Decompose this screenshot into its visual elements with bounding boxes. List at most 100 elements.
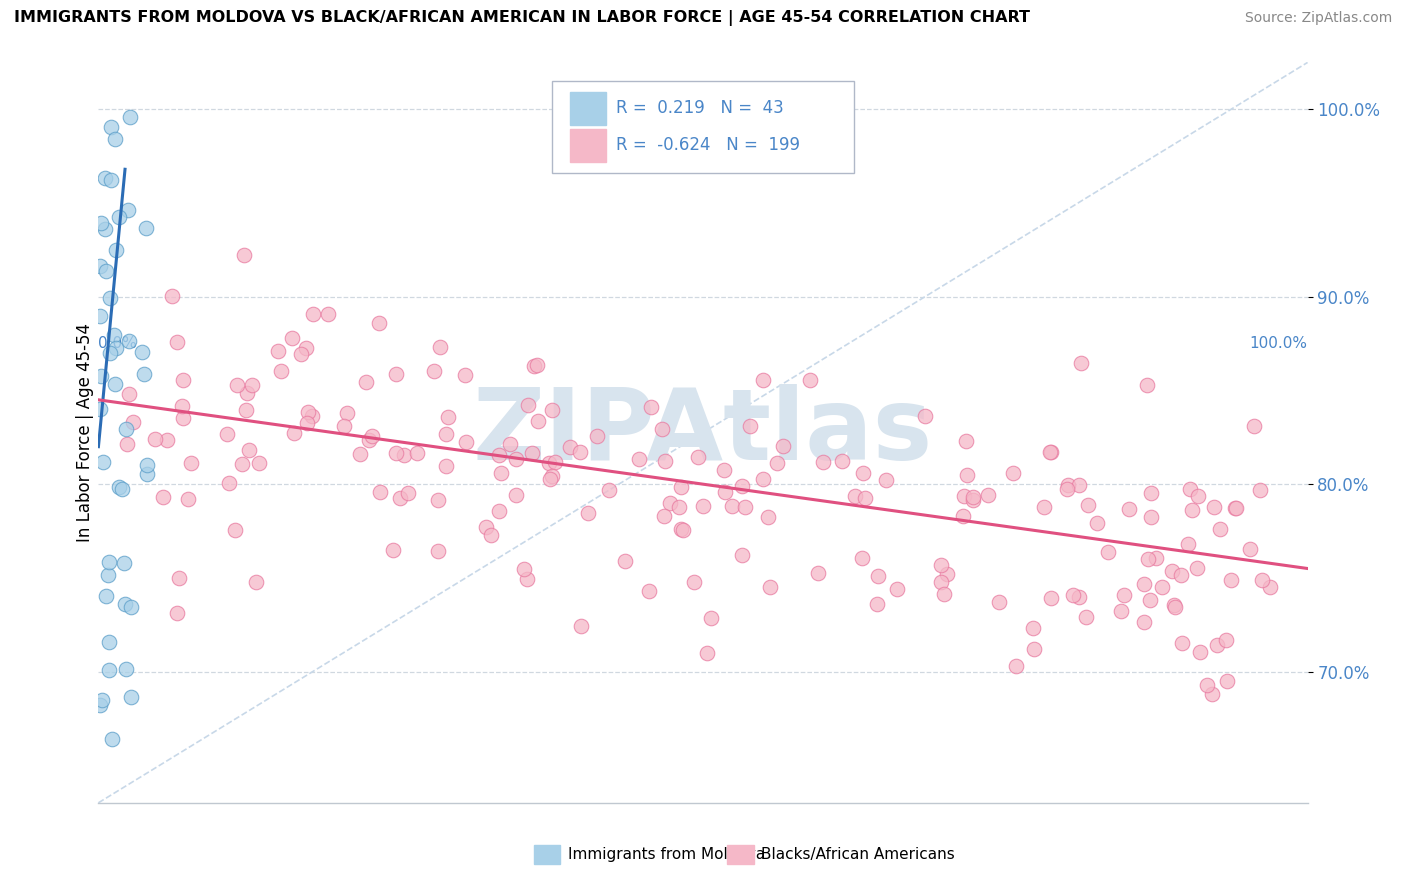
Point — [1136, 378, 1159, 392]
Point — [94, 222, 117, 236]
Point — [628, 452, 651, 467]
Point — [1161, 565, 1184, 579]
Point — [811, 455, 834, 469]
Y-axis label: In Labor Force | Age 45-54: In Labor Force | Age 45-54 — [76, 323, 94, 542]
Point — [505, 451, 527, 466]
Bar — [569, 92, 606, 126]
Point — [654, 454, 676, 468]
Point — [454, 368, 477, 382]
Text: 100.0%: 100.0% — [1250, 336, 1308, 351]
Bar — [569, 129, 606, 162]
Point — [177, 492, 200, 507]
Point — [118, 334, 141, 349]
Point — [1109, 604, 1132, 618]
Point — [1133, 615, 1156, 629]
Point — [1118, 501, 1140, 516]
Point — [1139, 593, 1161, 607]
Text: Blacks/African Americans: Blacks/African Americans — [761, 847, 955, 863]
Point — [217, 426, 239, 441]
Point — [799, 373, 821, 387]
Point — [117, 437, 139, 451]
Text: Immigrants from Moldova: Immigrants from Moldova — [568, 847, 765, 863]
Point — [696, 646, 718, 660]
Point — [104, 243, 127, 257]
Point — [866, 597, 889, 611]
Point — [132, 368, 155, 382]
Point — [89, 309, 111, 323]
Point — [513, 562, 536, 576]
Point — [224, 523, 246, 537]
Point — [1260, 580, 1282, 594]
Point — [91, 455, 114, 469]
Point — [669, 480, 692, 494]
Point — [1219, 573, 1241, 587]
Point — [692, 499, 714, 513]
Point — [156, 433, 179, 447]
Point — [474, 520, 496, 534]
Point — [152, 490, 174, 504]
Point — [576, 506, 599, 520]
Point — [752, 373, 775, 387]
Point — [1216, 674, 1239, 689]
Point — [370, 484, 392, 499]
Point — [1005, 659, 1028, 673]
Point — [233, 248, 256, 262]
Point — [434, 458, 457, 473]
Point — [1181, 503, 1204, 517]
Point — [405, 446, 427, 460]
Point — [429, 341, 451, 355]
Point — [90, 368, 112, 383]
Point — [1056, 483, 1078, 497]
Point — [807, 566, 830, 580]
Point — [1137, 551, 1160, 566]
Point — [120, 599, 142, 614]
Text: Source: ZipAtlas.com: Source: ZipAtlas.com — [1244, 12, 1392, 25]
Point — [1022, 621, 1045, 635]
Point — [669, 522, 692, 536]
Point — [936, 566, 959, 581]
Point — [1189, 645, 1212, 659]
Point — [516, 398, 538, 412]
Point — [172, 410, 194, 425]
Point — [97, 635, 120, 649]
Point — [135, 458, 157, 472]
Point — [103, 327, 125, 342]
Point — [283, 426, 305, 441]
Point — [523, 359, 546, 373]
Point — [875, 473, 897, 487]
Point — [118, 387, 141, 401]
Point — [100, 345, 122, 359]
Point — [714, 484, 737, 499]
Point — [94, 263, 117, 277]
Point — [516, 572, 538, 586]
Point — [1070, 356, 1092, 370]
Point — [558, 440, 581, 454]
Point — [929, 574, 952, 589]
Point — [852, 466, 875, 480]
Point — [1170, 567, 1192, 582]
Point — [396, 485, 419, 500]
Point — [295, 341, 318, 355]
Text: ZIPAtlas: ZIPAtlas — [472, 384, 934, 481]
Point — [104, 377, 127, 392]
Point — [143, 432, 166, 446]
Point — [1069, 590, 1091, 604]
Point — [1201, 687, 1223, 701]
Point — [336, 406, 359, 420]
Point — [700, 611, 723, 625]
Point — [89, 402, 111, 417]
Point — [668, 500, 690, 514]
Point — [731, 548, 754, 562]
Point — [955, 434, 977, 448]
Text: 0.0%: 0.0% — [98, 336, 138, 351]
Point — [866, 568, 889, 582]
Point — [851, 551, 873, 566]
Point — [172, 373, 194, 387]
Point — [349, 447, 371, 461]
Point — [354, 375, 377, 389]
Point — [91, 693, 114, 707]
Point — [1022, 641, 1045, 656]
Point — [135, 467, 157, 481]
Point — [1177, 537, 1199, 551]
Point — [914, 409, 936, 423]
